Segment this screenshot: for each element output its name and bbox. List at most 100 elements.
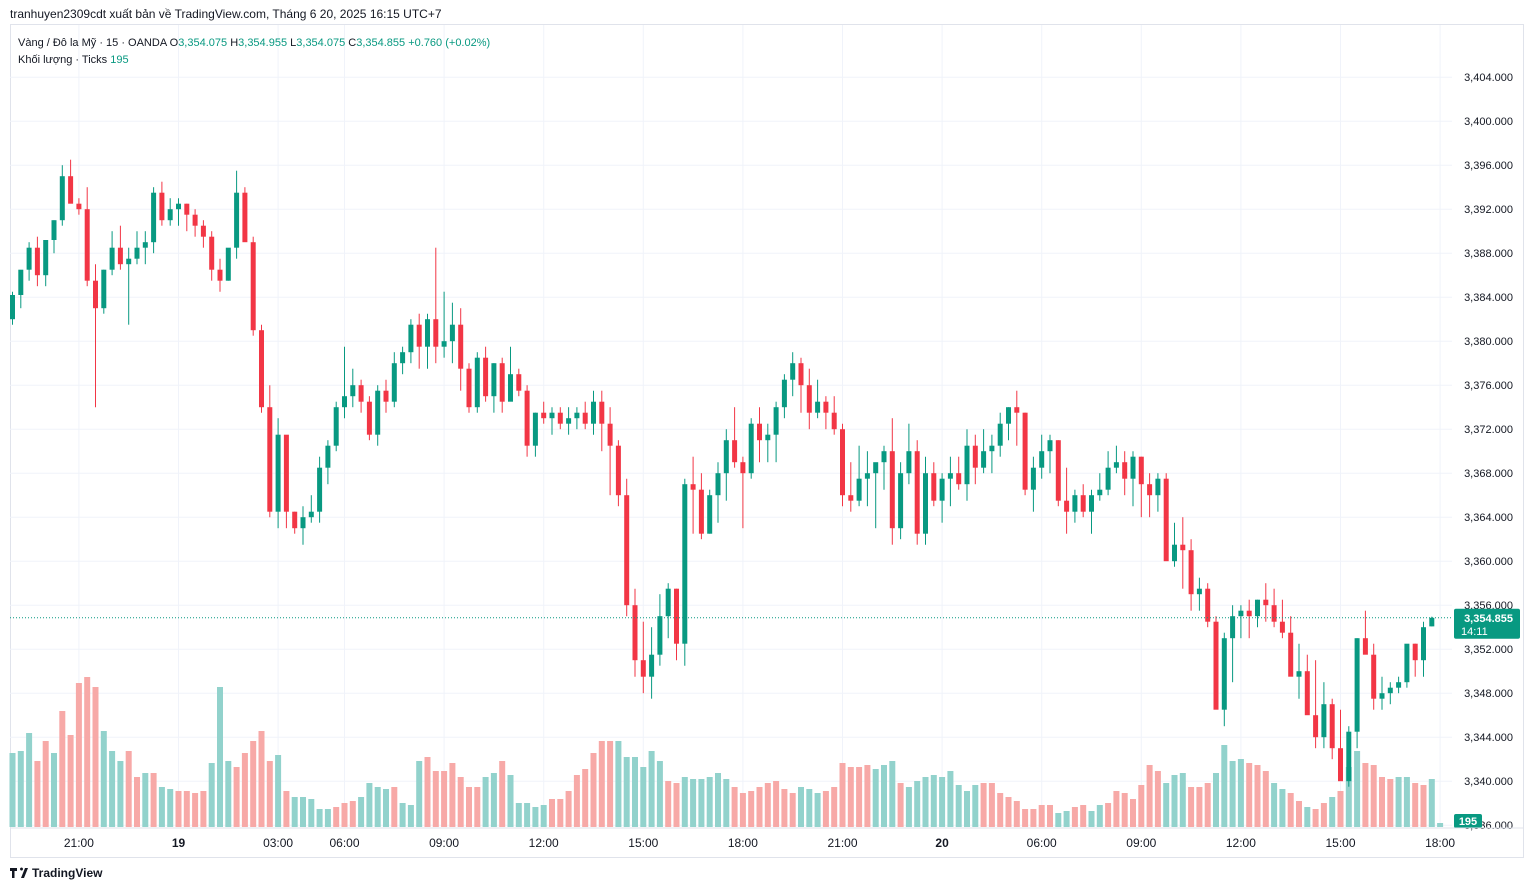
candle [1138,456,1144,518]
candle [856,445,862,507]
volume-bar [92,687,99,827]
time-tick-label: 18:00 [1425,836,1455,850]
candle-body [906,451,912,474]
candle-body [300,517,306,529]
time-axis[interactable]: 21:00 19 03:00 06:00 09:00 12:00 15:00 18:00 21:… [10,827,1524,850]
volume-bar [1154,771,1161,827]
candle [18,269,24,309]
volume-bar [1096,805,1103,827]
candlestick-chart[interactable]: 3,336.0003,340.0003,344.0003,348.0003,35… [0,24,1534,858]
candle [1421,621,1426,677]
candle-body [483,357,489,397]
candle [333,401,339,452]
candle [806,368,812,430]
volume-bar [482,777,489,827]
candle [723,429,729,501]
candle [657,594,663,666]
volume-bar [9,753,16,827]
volume-bar [1329,797,1336,827]
candle-body [740,462,746,474]
candle [192,209,198,237]
candle-body [1130,456,1136,479]
volume-bar [557,799,564,827]
candle [1230,605,1236,683]
volume-label[interactable]: Khối lượng · Ticks [18,54,108,66]
candle [549,407,555,435]
price-axis[interactable]: 3,336.0003,340.0003,344.0003,348.0003,35… [1454,72,1520,832]
candle-body [225,247,231,281]
candle-body [848,495,854,501]
price-tick-label: 3,388.000 [1464,248,1513,260]
volume-bar [490,773,497,827]
candle [300,506,306,545]
time-tick-label: 20 [935,836,949,850]
time-tick-label: 15:00 [628,836,658,850]
candle-body [93,280,98,309]
volume-bar [1204,783,1211,827]
volume-bar [739,793,746,827]
candle-body [259,330,264,408]
candle-body [1213,621,1219,710]
candle-body [1205,588,1211,622]
candle-body [748,423,754,474]
volume-bar [117,761,124,827]
candle-body [308,511,314,518]
volume-value: 195 [110,54,129,66]
volume-bar [1038,805,1045,827]
candle [898,462,904,540]
candle-body [1263,599,1269,606]
footer-brand[interactable]: TradingView [10,866,102,880]
chart-area[interactable]: 3,336.000 3,340.000 3,344.000 3,348.000 3,35… [0,24,1534,858]
volume-bar [308,799,315,827]
volume-bar [789,793,796,827]
volume-bar [1320,803,1327,827]
candle-body [607,423,613,446]
candle [250,236,256,336]
candle-body [217,269,223,281]
candle [76,198,82,215]
candle-body [76,203,82,210]
candle-body [773,407,779,435]
change-value: +0.760 (+0.02%) [408,37,491,49]
candle [151,187,157,254]
volume-bar [67,735,74,827]
candle-body [101,269,107,309]
candle [375,385,381,446]
volume-bar [798,787,804,827]
last-price-badge-bg [1454,608,1520,639]
volume-bar [1279,789,1286,827]
volume-bar [988,783,995,827]
candle-body [1296,671,1302,677]
candle-body [1221,638,1227,710]
candle [732,407,738,468]
time-tick-label: 06:00 [329,836,359,850]
volume-bar [208,763,215,827]
grid [10,25,1452,827]
candle-body [1304,671,1310,716]
volume-bar [1047,805,1053,827]
volume-bar [200,791,207,827]
candle-body [1105,467,1111,490]
price-tick-label: 3,384.000 [1464,292,1513,304]
volume-bar [100,731,107,827]
candle [234,170,240,259]
candle [1313,660,1319,749]
volume-bar [706,777,713,827]
candle-body [798,363,804,386]
candle-body [242,192,248,243]
candle [715,462,721,523]
candle-body [1396,682,1402,688]
candle [1047,434,1053,474]
candle-body [167,209,173,221]
symbol-label[interactable]: Vàng / Đô la Mỹ · 15 · OANDA [18,37,167,49]
candle [1055,440,1061,507]
volume-bar [856,767,863,827]
candle-body [524,390,530,446]
candle [798,357,804,413]
candle-body [1147,484,1153,496]
volume-bar [192,793,199,827]
candle-body [1362,638,1368,655]
volume-bars [9,677,1444,827]
candle-body [400,352,406,364]
candle [1279,599,1285,639]
